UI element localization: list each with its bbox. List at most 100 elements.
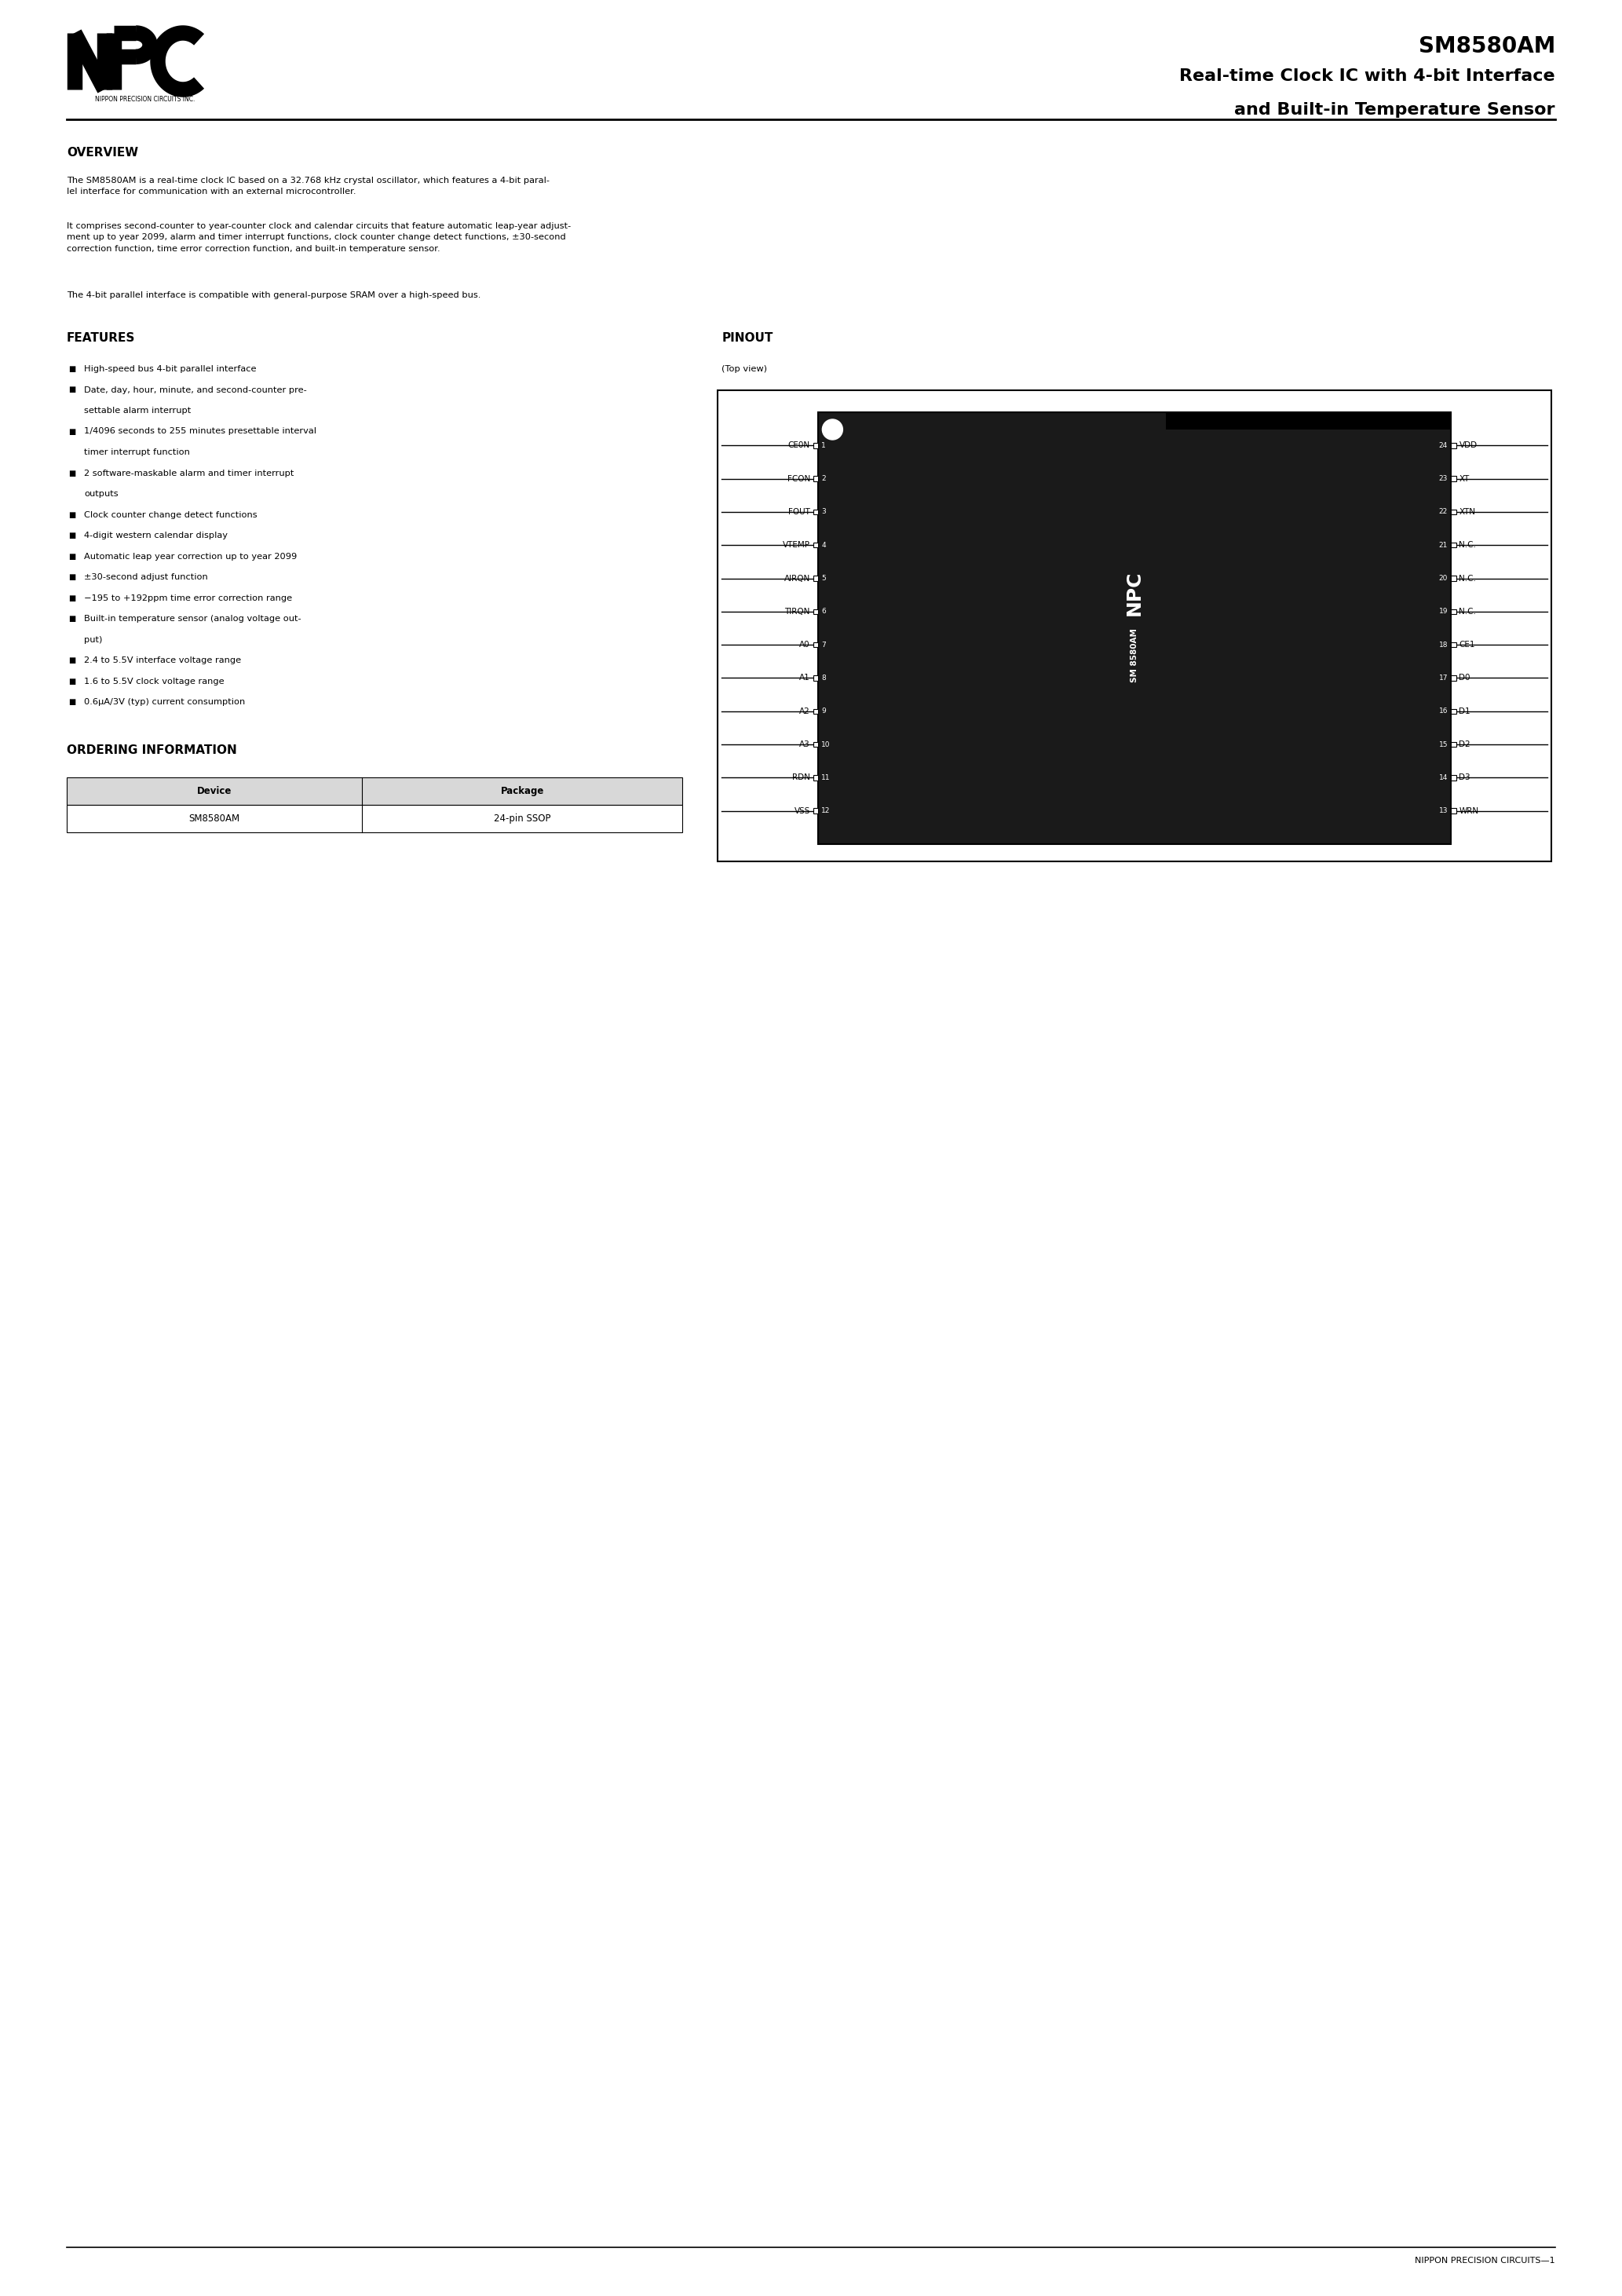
Text: 14: 14	[1439, 774, 1448, 781]
Text: ■: ■	[68, 698, 76, 705]
Text: Date, day, hour, minute, and second-counter pre-: Date, day, hour, minute, and second-coun…	[84, 386, 307, 395]
Text: D1: D1	[1460, 707, 1471, 714]
Text: 6: 6	[821, 608, 826, 615]
Text: Automatic leap year correction up to year 2099: Automatic leap year correction up to yea…	[84, 553, 297, 560]
Text: 23: 23	[1439, 475, 1448, 482]
Text: ■: ■	[68, 510, 76, 519]
Text: NPC: NPC	[1126, 569, 1144, 615]
Text: A1: A1	[800, 675, 809, 682]
Text: settable alarm interrupt: settable alarm interrupt	[84, 406, 191, 416]
Text: 8: 8	[821, 675, 826, 682]
Text: 4-digit western calendar display: 4-digit western calendar display	[84, 533, 227, 540]
Bar	[819, 413, 1450, 845]
Text: 21: 21	[1439, 542, 1448, 549]
Text: ■: ■	[68, 657, 76, 664]
Text: 11: 11	[821, 774, 830, 781]
Text: D0: D0	[1460, 675, 1471, 682]
Text: 1/4096 seconds to 255 minutes presettable interval: 1/4096 seconds to 255 minutes presettabl…	[84, 427, 316, 436]
Text: 12: 12	[821, 808, 830, 815]
Text: 24: 24	[1439, 441, 1448, 450]
Text: VSS: VSS	[795, 806, 809, 815]
Bar	[1450, 443, 1457, 448]
Text: N.C.: N.C.	[1460, 574, 1476, 583]
Bar	[1450, 808, 1457, 813]
Text: 13: 13	[1439, 808, 1448, 815]
Text: OVERVIEW: OVERVIEW	[67, 147, 138, 158]
Text: ■: ■	[68, 595, 76, 602]
Bar	[1166, 413, 1450, 429]
Text: 2 software-maskable alarm and timer interrupt: 2 software-maskable alarm and timer inte…	[84, 468, 294, 478]
Text: ■: ■	[68, 677, 76, 684]
Text: timer interrupt function: timer interrupt function	[84, 448, 190, 457]
Text: 20: 20	[1439, 574, 1448, 581]
Text: 10: 10	[821, 742, 830, 748]
Text: put): put)	[84, 636, 102, 643]
Text: (Top view): (Top view)	[722, 365, 767, 372]
Text: 18: 18	[1439, 641, 1448, 647]
Text: Built-in temperature sensor (analog voltage out-: Built-in temperature sensor (analog volt…	[84, 615, 302, 622]
Bar	[67, 776, 683, 804]
Text: Package: Package	[501, 785, 543, 797]
Bar	[1450, 576, 1457, 581]
Text: 17: 17	[1439, 675, 1448, 682]
Text: 9: 9	[821, 707, 826, 714]
Text: 24-pin SSOP: 24-pin SSOP	[495, 813, 551, 824]
Text: A3: A3	[800, 742, 809, 748]
Text: It comprises second-counter to year-counter clock and calendar circuits that fea: It comprises second-counter to year-coun…	[67, 223, 571, 253]
Bar	[813, 742, 819, 746]
Text: AIRQN: AIRQN	[783, 574, 809, 583]
Text: 1: 1	[821, 441, 826, 450]
Bar	[1450, 742, 1457, 746]
Bar	[813, 643, 819, 647]
Text: High-speed bus 4-bit parallel interface: High-speed bus 4-bit parallel interface	[84, 365, 256, 372]
Bar	[813, 776, 819, 781]
Text: A2: A2	[800, 707, 809, 714]
Text: 3: 3	[821, 507, 826, 514]
Text: 4: 4	[821, 542, 826, 549]
Text: ■: ■	[68, 615, 76, 622]
Bar	[1450, 542, 1457, 549]
Text: RDN: RDN	[792, 774, 809, 781]
Text: 0.6μA/3V (typ) current consumption: 0.6μA/3V (typ) current consumption	[84, 698, 245, 705]
Text: 1.6 to 5.5V clock voltage range: 1.6 to 5.5V clock voltage range	[84, 677, 224, 684]
Text: VDD: VDD	[1460, 441, 1478, 450]
Text: FOUT: FOUT	[788, 507, 809, 517]
Text: −195 to +192ppm time error correction range: −195 to +192ppm time error correction ra…	[84, 595, 292, 602]
Text: 2: 2	[821, 475, 826, 482]
Text: 22: 22	[1439, 507, 1448, 514]
Text: ■: ■	[68, 365, 76, 372]
Text: Device: Device	[198, 785, 232, 797]
Bar	[813, 542, 819, 549]
Bar	[1450, 608, 1457, 613]
Text: SM8580AM: SM8580AM	[1418, 34, 1555, 57]
Bar	[813, 608, 819, 613]
Bar	[813, 675, 819, 680]
Text: ORDERING INFORMATION: ORDERING INFORMATION	[67, 744, 237, 755]
Text: 2.4 to 5.5V interface voltage range: 2.4 to 5.5V interface voltage range	[84, 657, 242, 664]
Text: and Built-in Temperature Sensor: and Built-in Temperature Sensor	[1234, 101, 1555, 117]
Text: Clock counter change detect functions: Clock counter change detect functions	[84, 510, 258, 519]
Bar	[813, 443, 819, 448]
Text: Real-time Clock IC with 4-bit Interface: Real-time Clock IC with 4-bit Interface	[1179, 69, 1555, 85]
Text: ■: ■	[68, 553, 76, 560]
Text: ■: ■	[68, 468, 76, 478]
Text: outputs: outputs	[84, 489, 118, 498]
Text: FEATURES: FEATURES	[67, 333, 135, 344]
Circle shape	[822, 420, 843, 441]
Text: VTEMP: VTEMP	[783, 542, 809, 549]
Text: ■: ■	[68, 427, 76, 436]
Text: TIRQN: TIRQN	[785, 608, 809, 615]
Bar	[1450, 709, 1457, 714]
Text: CE0N: CE0N	[788, 441, 809, 450]
Bar	[813, 475, 819, 482]
Text: D3: D3	[1460, 774, 1471, 781]
Text: ■: ■	[68, 574, 76, 581]
Bar	[813, 576, 819, 581]
Bar	[1450, 475, 1457, 482]
Text: A0: A0	[800, 641, 809, 650]
Text: 5: 5	[821, 574, 826, 581]
Text: FCON: FCON	[787, 475, 809, 482]
Text: SM 8580AM: SM 8580AM	[1131, 629, 1139, 682]
Bar	[813, 709, 819, 714]
Text: 16: 16	[1439, 707, 1448, 714]
